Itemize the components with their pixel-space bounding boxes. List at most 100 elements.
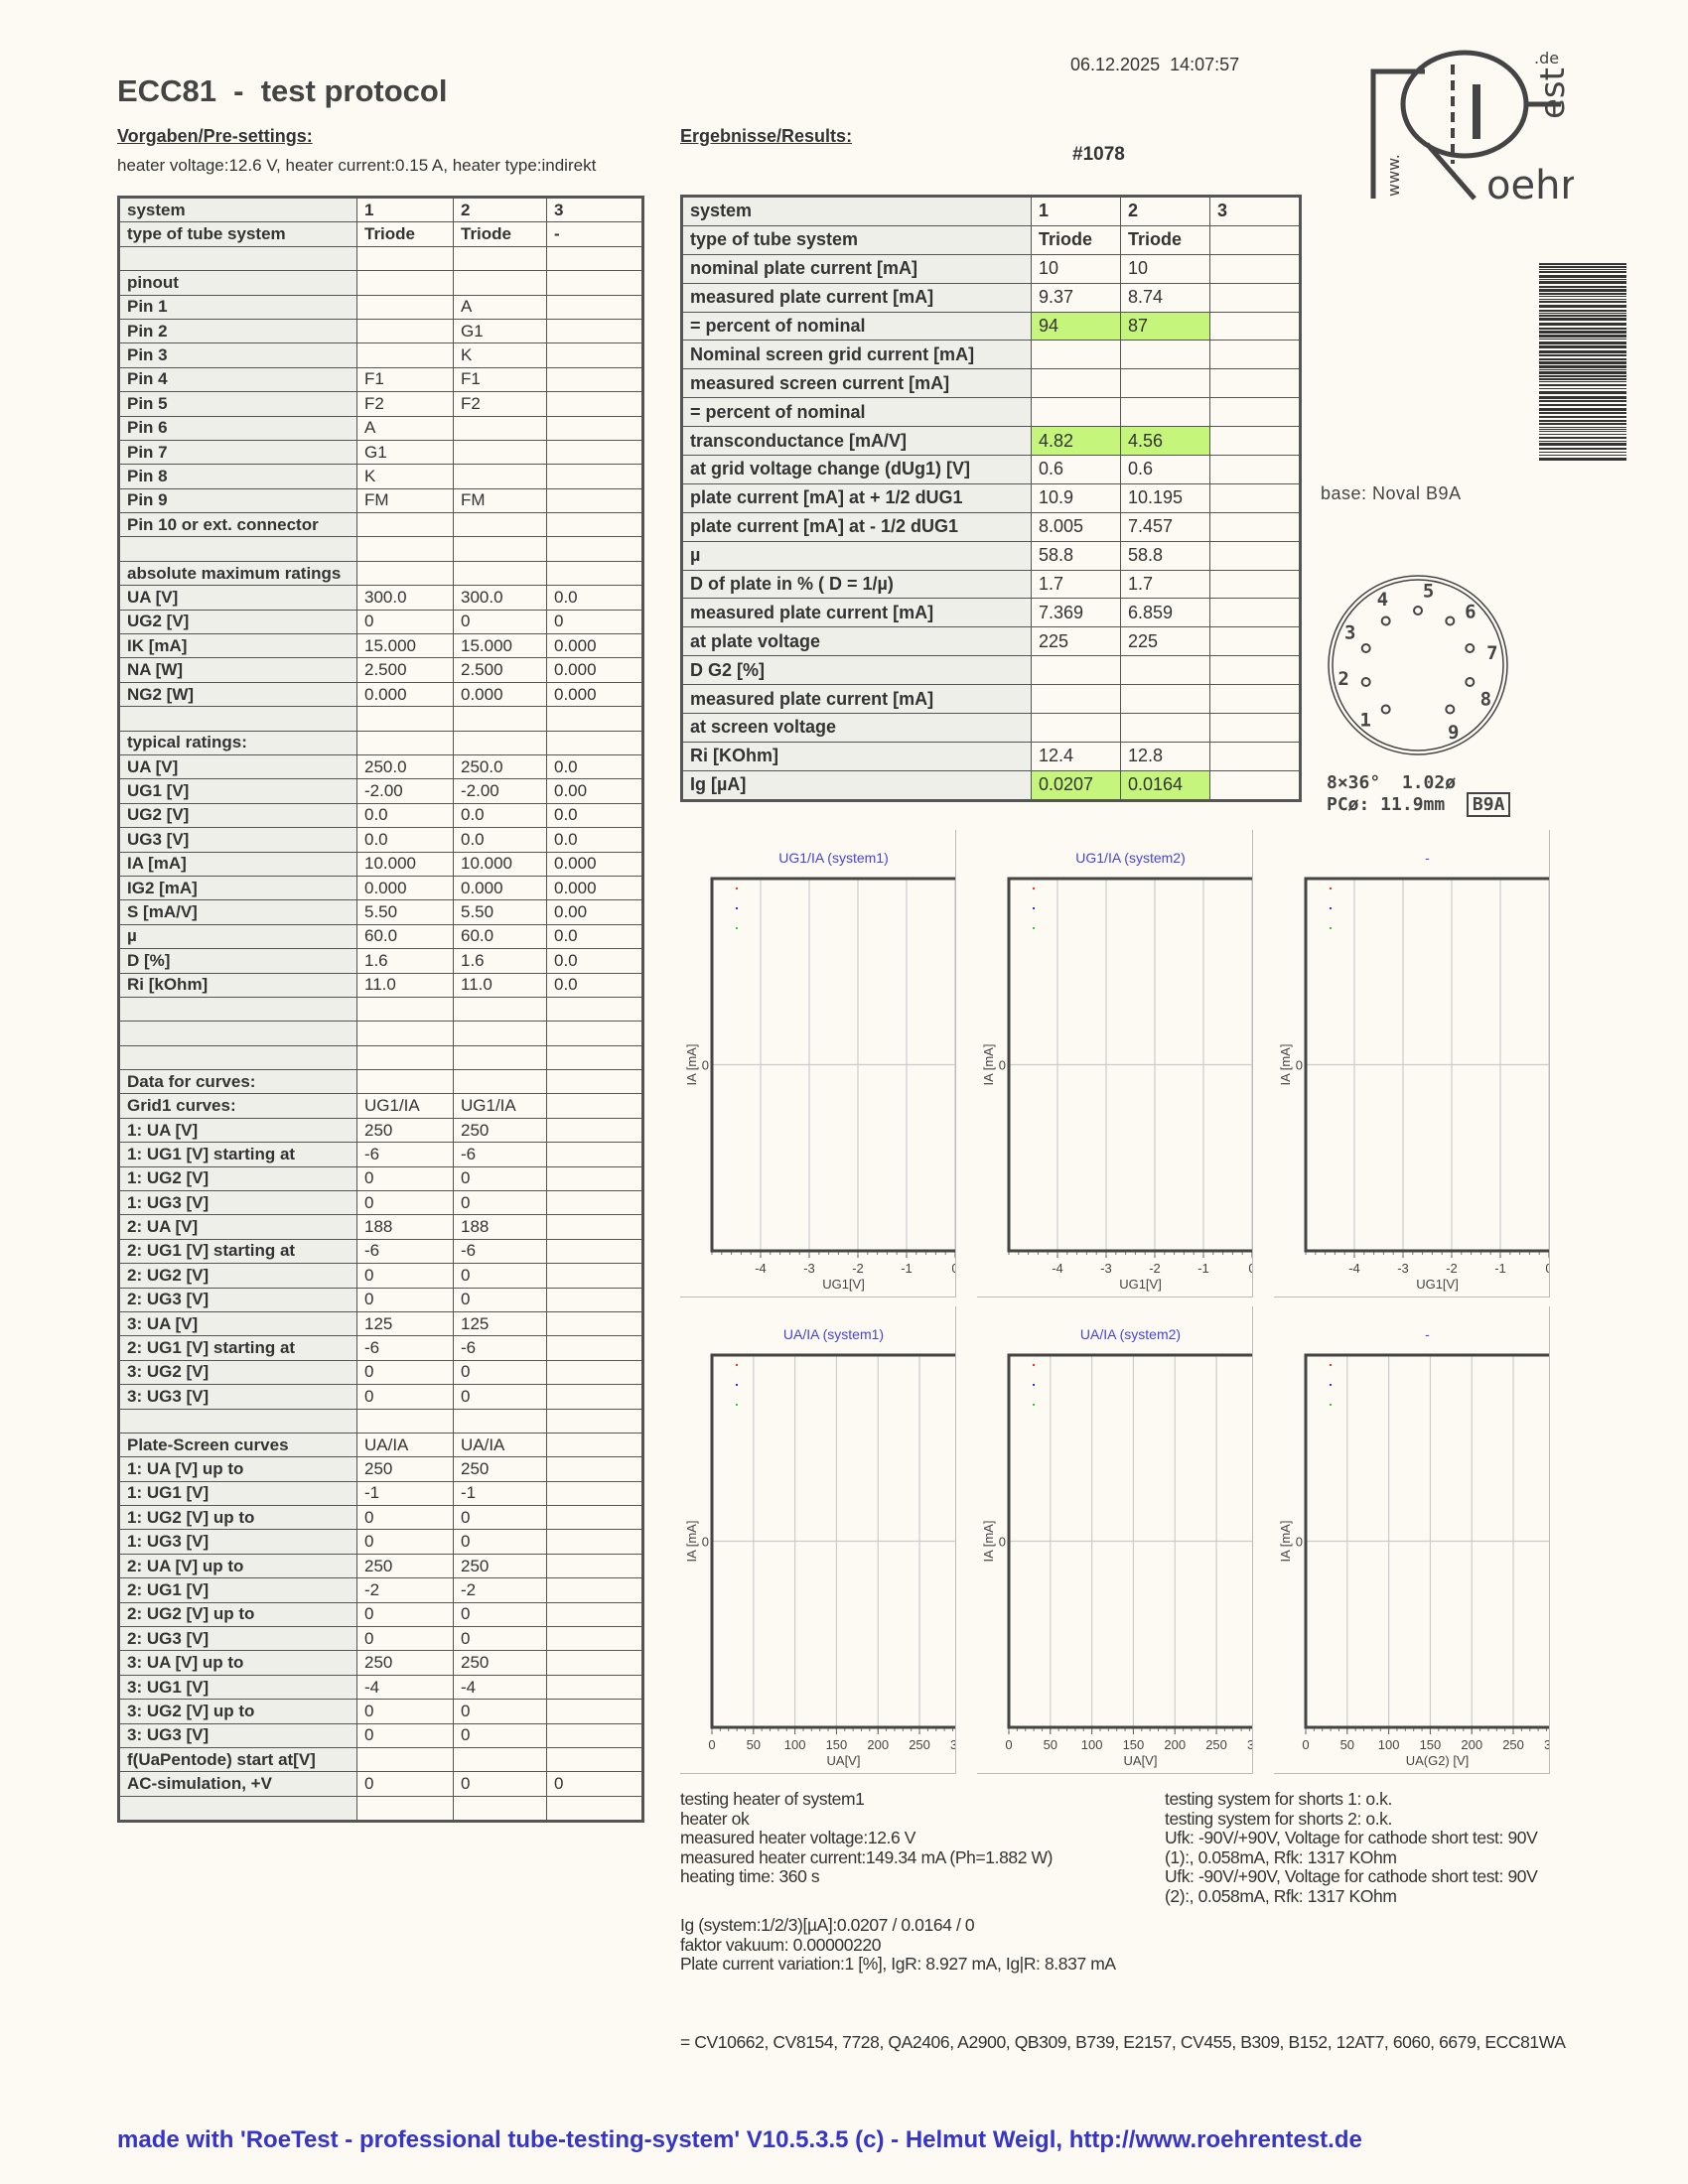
system-3-value — [546, 1165, 643, 1192]
table-row: Pin 2 G1 — [118, 318, 643, 344]
barcode-bar — [1539, 305, 1626, 308]
system-2-value: 250.0 — [453, 753, 547, 780]
system-3-value — [546, 1674, 643, 1701]
table-row: type of tube system Triode Triode — [681, 224, 1301, 255]
system-3-value — [546, 512, 643, 538]
system-1-value — [356, 1044, 454, 1071]
system-2-value — [453, 536, 547, 562]
system-3-value — [546, 536, 643, 562]
system-3-value: 0 — [546, 609, 643, 635]
pin-hole — [1445, 704, 1456, 715]
system-2-value: 2 — [453, 196, 547, 223]
shorts-test-report: testing system for shorts 1: o.k. testing… — [1165, 1789, 1538, 1907]
test-number: #1078 — [1072, 144, 1125, 165]
system-3-value — [1209, 741, 1301, 771]
row-label: 2: UG1 [V] starting at — [118, 1335, 357, 1361]
system-1-value — [356, 512, 454, 538]
row-label: plate current [mA] at + 1/2 dUG1 — [681, 482, 1032, 513]
plot-frame — [1304, 1353, 1549, 1729]
system-2-value: 0 — [453, 1626, 547, 1652]
table-row — [118, 245, 643, 272]
system-3-value — [1209, 311, 1301, 341]
table-row: IA [mA] 10.000 10.000 0.000 — [118, 851, 643, 877]
system-2-value: 0 — [453, 1263, 547, 1289]
row-label: system — [118, 196, 357, 223]
system-1-value: 10.9 — [1031, 482, 1121, 513]
table-row: Pin 5 F2 F2 — [118, 391, 643, 417]
barcode-bar — [1539, 441, 1626, 442]
y-tick-label: 0 — [702, 1058, 709, 1073]
system-1-value — [356, 1746, 454, 1773]
system-2-value: 0 — [453, 1165, 547, 1192]
system-3-value — [1209, 482, 1301, 513]
system-2-value: FM — [453, 487, 547, 514]
barcode-bar — [1539, 369, 1626, 370]
row-label: UG3 [V] — [118, 827, 357, 853]
legend-marker — [1330, 927, 1332, 929]
table-row: system 1 2 3 — [118, 196, 643, 223]
row-label: 3: UG2 [V] up to — [118, 1699, 357, 1724]
row-label: Pin 1 — [118, 294, 357, 320]
system-3-value — [546, 342, 643, 368]
heater-settings: heater voltage:12.6 V, heater current:0.… — [117, 156, 597, 175]
system-1-value — [356, 1795, 454, 1823]
barcode — [1539, 263, 1626, 461]
row-label — [118, 245, 357, 272]
system-3-value — [546, 391, 643, 417]
y-tick-label: 0 — [1296, 1535, 1303, 1550]
system-1-value: 7.369 — [1031, 598, 1121, 628]
table-row: 1: UG1 [V] -1 -1 — [118, 1480, 643, 1507]
system-2-value: K — [453, 342, 547, 368]
system-2-value — [1120, 655, 1210, 686]
row-label: UG2 [V] — [118, 802, 357, 829]
x-axis-label: UG1[V] — [1119, 1277, 1162, 1292]
row-label: Pin 10 or ext. connector — [118, 512, 357, 538]
row-label: pinout — [118, 270, 357, 296]
system-3-value — [546, 1190, 643, 1216]
row-label: D of plate in % ( D = 1/µ) — [681, 569, 1032, 600]
legend-marker — [736, 887, 738, 889]
pin-number: 6 — [1465, 601, 1476, 622]
system-2-value: 250 — [453, 1553, 547, 1579]
system-1-value: F2 — [356, 391, 454, 417]
x-tick-label: -1 — [1494, 1261, 1506, 1276]
system-3-value — [546, 1093, 643, 1119]
system-1-value — [356, 996, 454, 1023]
y-axis-label: IA [mA] — [684, 1521, 699, 1563]
pin-hole — [1465, 643, 1476, 654]
x-tick-label: 200 — [867, 1737, 889, 1752]
system-1-value: 0 — [356, 1601, 454, 1628]
system-3-value — [546, 1263, 643, 1289]
barcode-bar — [1539, 396, 1626, 399]
system-1-value — [356, 730, 454, 755]
system-1-value: 0 — [356, 1771, 454, 1797]
system-1-value: 10 — [1031, 253, 1121, 284]
base-outline — [1328, 575, 1508, 755]
barcode-bar — [1539, 412, 1626, 414]
row-label: 1: UA [V] — [118, 1117, 357, 1144]
system-2-value — [1120, 340, 1210, 370]
row-label: 1: UG2 [V] — [118, 1165, 357, 1192]
chart: 0 50 100 150 200 250 300 0 UA/IA (system1) UA[V] I… — [684, 1326, 955, 1768]
system-1-value: F1 — [356, 366, 454, 393]
table-row: NG2 [W] 0.000 0.000 0.000 — [118, 681, 643, 708]
system-3-value — [1209, 368, 1301, 399]
system-1-value: 250 — [356, 1553, 454, 1579]
system-2-value: 0 — [453, 1529, 547, 1555]
row-label — [118, 996, 357, 1023]
system-1-value: 0 — [356, 1384, 454, 1410]
system-3-value — [1209, 569, 1301, 600]
x-axis-label: UG1[V] — [1416, 1277, 1459, 1292]
table-row: Pin 10 or ext. connector — [118, 512, 643, 538]
row-label: measured plate current [mA] — [681, 684, 1032, 715]
legend-marker — [736, 927, 738, 929]
table-row: µ 58.8 58.8 — [681, 540, 1301, 571]
system-3-value: 0.0 — [546, 585, 643, 611]
row-label: at plate voltage — [681, 626, 1032, 657]
system-1-value — [356, 706, 454, 732]
system-2-value: 2 — [1120, 196, 1210, 226]
table-row: 2: UA [V] up to 250 250 — [118, 1553, 643, 1579]
system-2-value: 2.500 — [453, 657, 547, 683]
system-2-value: 11.0 — [453, 972, 547, 998]
row-label: Pin 4 — [118, 366, 357, 393]
